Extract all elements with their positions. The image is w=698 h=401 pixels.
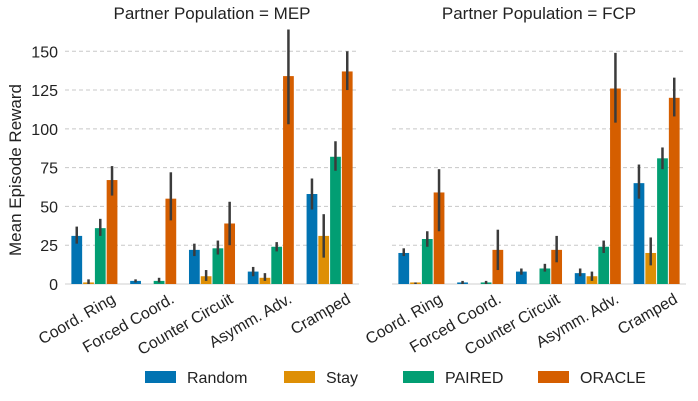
bar-random-asymm-adv <box>574 273 586 284</box>
y-tick-label: 25 <box>40 238 58 255</box>
y-tick-label: 125 <box>31 83 58 100</box>
bar-random-asymm-adv <box>247 271 259 284</box>
bar-random-counter-circuit <box>188 249 200 284</box>
legend-swatch-oracle <box>538 371 569 383</box>
bar-random-cramped <box>633 183 645 284</box>
bar-stay-cramped <box>645 252 657 284</box>
bar-random-coord-ring <box>398 252 410 284</box>
x-tick-label: Cramped <box>615 291 680 339</box>
legend-label-oracle: ORACLE <box>580 370 646 387</box>
legend-swatch-stay <box>284 371 315 383</box>
bar-oracle-asymm-adv <box>283 76 294 284</box>
bar-paired-asymm-adv <box>598 246 610 284</box>
bar-oracle-asymm-adv <box>610 88 621 284</box>
bar-oracle-coord-ring <box>106 180 118 284</box>
bar-paired-counter-circuit <box>212 248 224 284</box>
bar-random-coord-ring <box>71 235 83 284</box>
legend-label-stay: Stay <box>326 370 358 387</box>
y-tick-label: 100 <box>31 122 58 139</box>
bar-paired-cramped <box>657 158 668 284</box>
bar-paired-counter-circuit <box>539 268 551 284</box>
y-tick-label: 0 <box>49 277 58 294</box>
legend-swatch-random <box>145 371 176 383</box>
bar-oracle-forced-coord <box>165 198 177 284</box>
bar-random-cramped <box>306 194 318 284</box>
y-axis-label: Mean Episode Reward <box>6 84 25 256</box>
bar-oracle-counter-circuit <box>224 223 236 284</box>
bar-random-counter-circuit <box>515 271 527 284</box>
legend-label-paired: PAIRED <box>445 370 503 387</box>
bar-paired-asymm-adv <box>271 246 283 284</box>
bar-oracle-cramped <box>668 97 680 285</box>
x-tick-label: Cramped <box>288 291 353 339</box>
legend-swatch-paired <box>403 371 434 383</box>
legend: Random Stay PAIRED ORACLE <box>145 370 646 387</box>
panel-title: Partner Population = MEP <box>113 4 310 23</box>
bar-paired-coord-ring <box>421 239 433 284</box>
bar-oracle-coord-ring <box>433 192 445 284</box>
y-tick-label: 50 <box>40 199 58 216</box>
y-tick-label: 75 <box>40 161 58 178</box>
legend-label-random: Random <box>187 370 247 387</box>
bar-paired-coord-ring <box>94 228 106 284</box>
bar-stay-cramped <box>318 235 330 284</box>
bar-oracle-counter-circuit <box>551 249 563 284</box>
bar-paired-cramped <box>330 156 341 284</box>
y-tick-label: 150 <box>31 44 58 61</box>
panel-title: Partner Population = FCP <box>442 4 636 23</box>
bar-oracle-cramped <box>341 71 353 285</box>
panel-mep: 0 25 50 75 100 125 150 Partner Population = MEP… <box>31 4 359 359</box>
